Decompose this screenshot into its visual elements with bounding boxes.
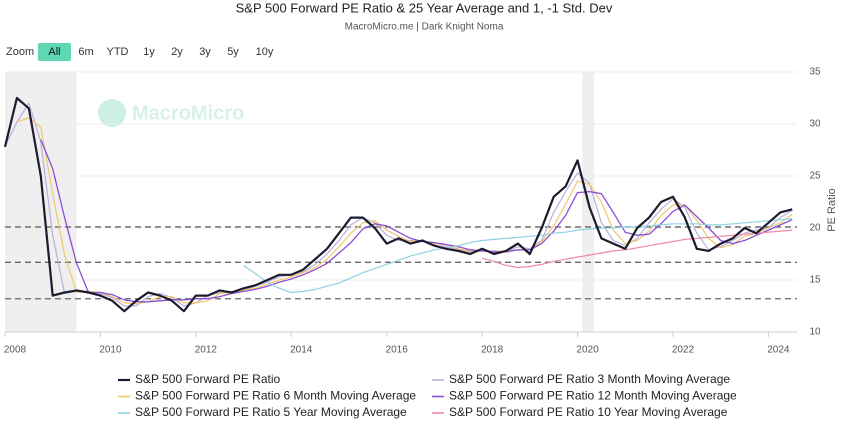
x-tick-label: 2018 (481, 345, 504, 356)
zoom-button[interactable]: 1y (143, 46, 155, 58)
zoom-button[interactable]: All (48, 46, 60, 58)
y-tick-label: 25 (809, 171, 821, 182)
zoom-button[interactable]: YTD (107, 46, 129, 58)
zoom-button[interactable]: 3y (199, 46, 211, 58)
x-tick-label: 2022 (672, 345, 695, 356)
zoom-button[interactable]: 6m (78, 46, 93, 58)
legend-label[interactable]: S&P 500 Forward PE Ratio 10 Year Moving … (449, 405, 728, 419)
legend-label[interactable]: S&P 500 Forward PE Ratio 3 Month Moving … (449, 372, 730, 386)
x-tick-label: 2008 (4, 345, 27, 356)
zoom-label: Zoom (6, 46, 34, 58)
legend-label[interactable]: S&P 500 Forward PE Ratio 12 Month Moving… (449, 389, 737, 403)
x-tick-label: 2010 (99, 345, 122, 356)
x-tick-label: 2016 (386, 345, 409, 356)
legend-label[interactable]: S&P 500 Forward PE Ratio 5 Year Moving A… (135, 405, 407, 419)
watermark-text: MacroMicro (132, 102, 244, 124)
zoom-button-bg (38, 43, 71, 61)
series-line (3, 96, 793, 313)
zoom-button[interactable]: 5y (227, 46, 239, 58)
y-axis-label: PE Ratio (826, 188, 838, 231)
x-tick-label: 2020 (576, 345, 599, 356)
zoom-button[interactable]: 10y (256, 46, 274, 58)
series-line (481, 229, 793, 269)
zoom-button[interactable]: 2y (171, 46, 183, 58)
y-tick-label: 35 (809, 67, 821, 78)
y-tick-label: 10 (809, 327, 821, 338)
watermark: MacroMicro (98, 99, 244, 127)
chart-title: S&P 500 Forward PE Ratio & 25 Year Avera… (236, 0, 613, 15)
chart-subtitle: MacroMicro.me | Dark Knight Noma (345, 22, 504, 33)
series-line (243, 218, 793, 294)
y-tick-label: 30 (809, 119, 821, 130)
series-line (16, 117, 793, 305)
series-line (4, 102, 793, 307)
y-tick-label: 20 (809, 223, 821, 234)
x-tick-label: 2024 (767, 345, 790, 356)
legend-label[interactable]: S&P 500 Forward PE Ratio (135, 372, 281, 386)
legend-label[interactable]: S&P 500 Forward PE Ratio 6 Month Moving … (135, 389, 416, 403)
shaded-region (5, 72, 77, 332)
x-tick-label: 2014 (290, 345, 313, 356)
series-line (40, 139, 793, 303)
y-tick-label: 15 (809, 275, 821, 286)
x-tick-label: 2012 (195, 345, 218, 356)
watermark-logo (98, 99, 126, 127)
